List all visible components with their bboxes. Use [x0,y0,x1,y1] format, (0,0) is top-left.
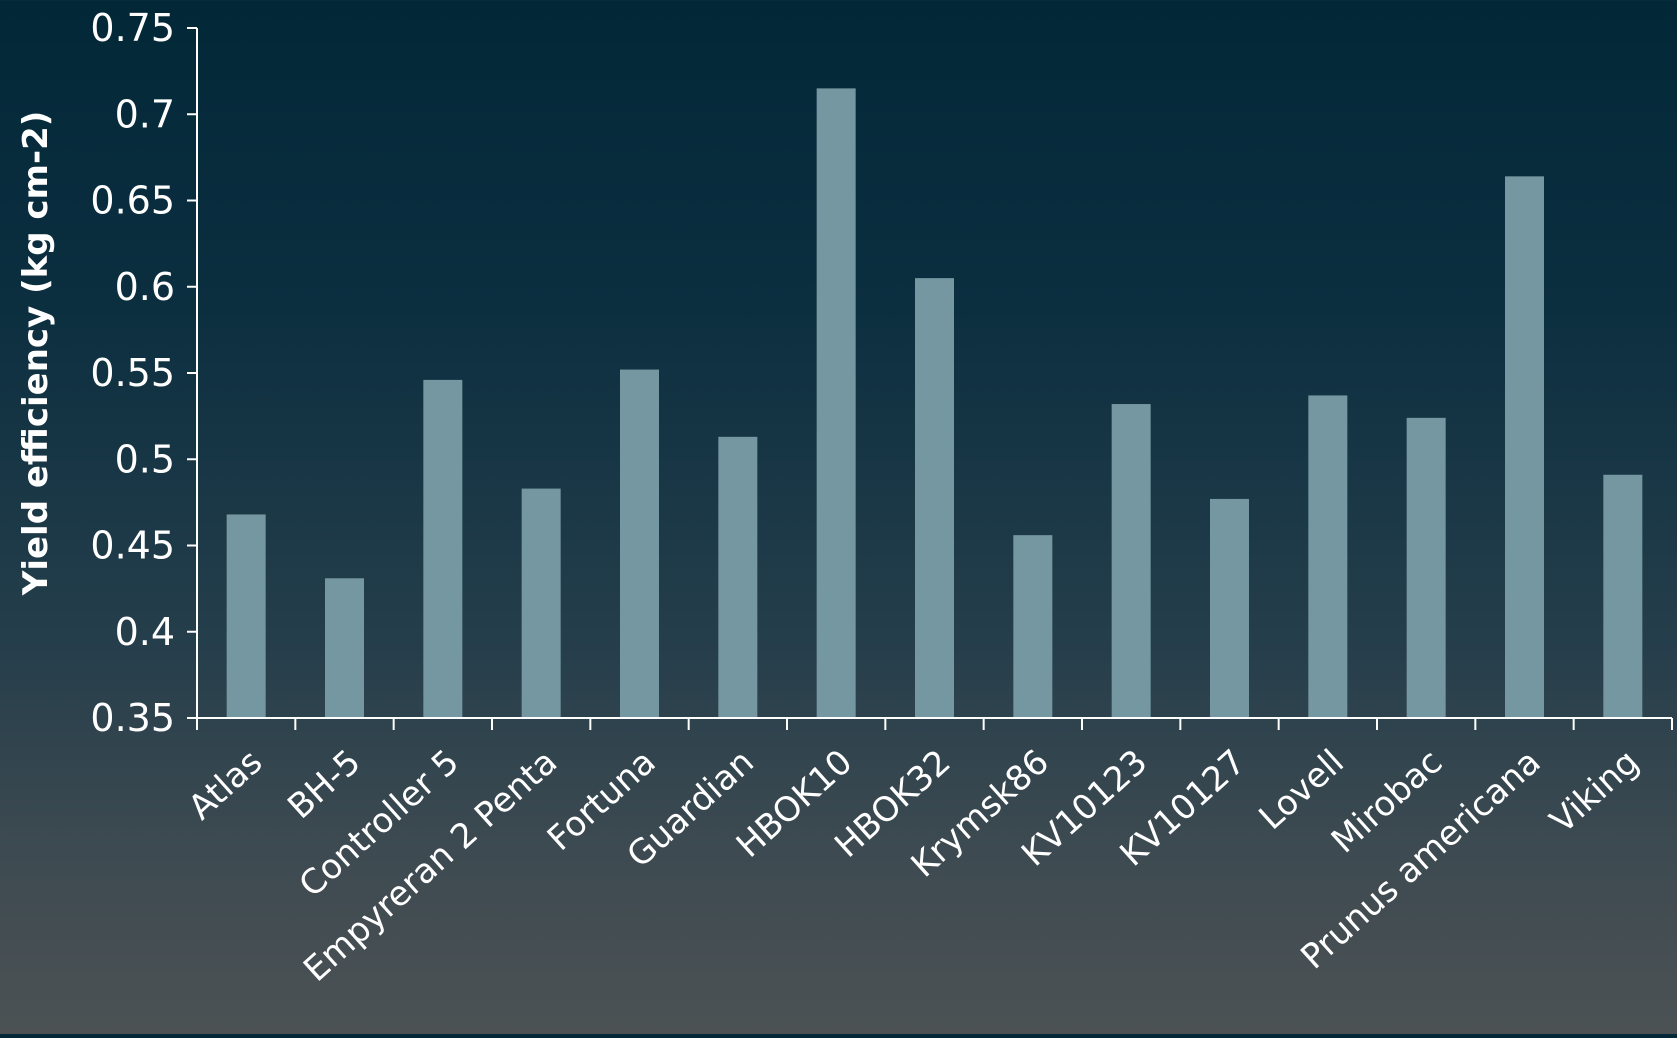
bars-group [226,88,1643,719]
bar-atlas [226,514,266,718]
y-tick-label: 0.45 [90,524,175,568]
bar-bh-5 [325,578,364,718]
x-ticks-group [196,718,1673,730]
x-tick-label: Viking [1543,742,1647,841]
y-tick-label: 0.4 [115,610,175,654]
y-tick-label: 0.6 [115,265,175,309]
bar-krymsk86 [1013,535,1053,718]
bar-hbok10 [816,88,856,718]
y-tick-label: 0.7 [115,92,175,136]
bar-kv10127 [1210,498,1249,718]
bar-empyreran-2-penta [521,488,561,718]
bar-kv10123 [1111,404,1151,718]
y-tick-label: 0.65 [90,179,175,223]
bar-fortuna [620,369,659,718]
bar-hbok32 [915,278,954,718]
bar-prunus-americana [1505,176,1544,719]
x-tick-label: Atlas [181,742,270,828]
y-tick-label: 0.55 [90,351,175,395]
y-tick-label: 0.35 [90,696,175,740]
bar-controller-5 [423,379,463,718]
y-ticks-group: 0.35 0.4 0.45 0.5 0.55 0.6 0.65 0.7 0.75 [90,6,197,740]
y-tick-label: 0.5 [115,437,175,481]
y-axis-title: Yield efficiency (kg cm-2) [16,111,56,597]
bar-guardian [718,436,758,718]
y-tick-label: 0.75 [90,6,175,50]
bar-lovell [1308,395,1348,718]
bar-mirobac [1406,417,1446,718]
bar-viking [1603,474,1643,718]
x-tick-label: BH-5 [280,742,368,827]
